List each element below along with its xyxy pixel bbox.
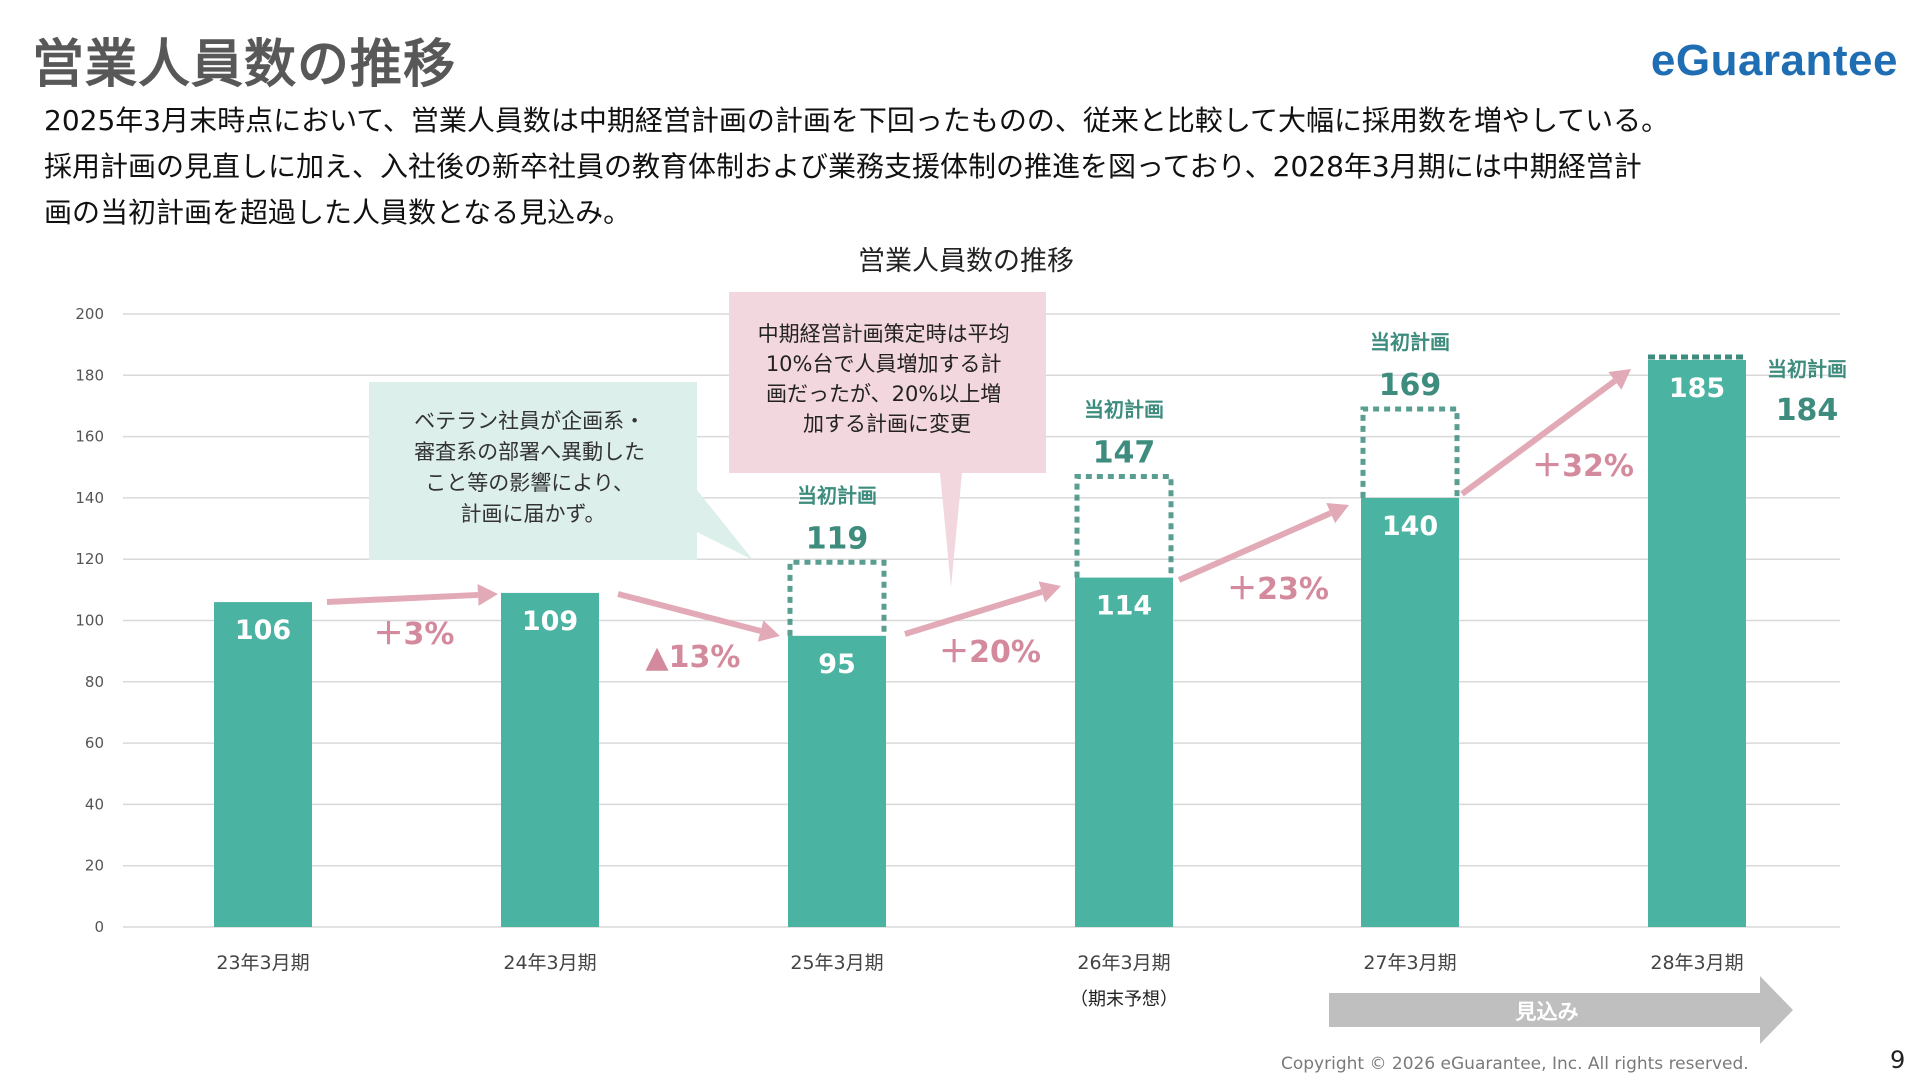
plan-value: 169: [1379, 368, 1442, 403]
plan-value: 119: [806, 521, 869, 556]
callout-line: 画だったが、20%以上増: [766, 382, 1001, 406]
callout-line: ベテラン社員が企画系・: [414, 409, 645, 433]
page-title: 営業人員数の推移: [32, 35, 457, 95]
forecast-arrow: 見込み: [1329, 976, 1793, 1044]
x-tick-note: （期末予想）: [1070, 989, 1178, 1010]
bar: [1361, 497, 1459, 927]
callout-line: 10%台で人員増加する計: [766, 352, 1002, 376]
y-tick-label: 60: [85, 734, 104, 752]
y-tick-label: 100: [75, 612, 104, 630]
y-tick-label: 140: [75, 489, 104, 507]
growth-arrow-head: [1038, 581, 1061, 603]
y-tick-label: 200: [75, 305, 104, 323]
bar-value-label: 114: [1096, 591, 1152, 622]
y-tick-label: 160: [75, 428, 104, 446]
y-tick-label: 120: [75, 550, 104, 568]
callout-line: 中期経営計画策定時は平均: [758, 322, 1010, 346]
callout-line: 審査系の部署へ異動した: [414, 440, 645, 464]
bar: [788, 635, 886, 927]
growth-arrow: [1460, 378, 1617, 497]
bar-value-label: 109: [522, 606, 578, 637]
plan-value: 184: [1776, 393, 1839, 428]
plan-outline: [787, 559, 887, 636]
growth-arrow: [326, 591, 479, 605]
growth-arrow: [1177, 510, 1332, 583]
growth-label: ＋20%: [939, 635, 1041, 670]
growth-label: ＋3%: [374, 617, 455, 652]
growth-arrow-head: [757, 620, 780, 642]
bar: [1648, 359, 1746, 928]
plan-outline: [1074, 473, 1174, 578]
callout-line: 加する計画に変更: [803, 412, 971, 436]
y-tick-label: 40: [85, 795, 104, 813]
callout-pink: 中期経営計画策定時は平均 10%台で人員増加する計 画だったが、20%以上増 加…: [729, 292, 1046, 587]
description-line: 画の当初計画を超過した人員数となる見込み。: [44, 196, 632, 229]
description-line: 2025年3月末時点において、営業人員数は中期経営計画の計画を下回ったものの、従…: [44, 104, 1670, 137]
company-logo: eGuarantee: [1650, 36, 1898, 85]
bar-value-label: 95: [818, 649, 856, 680]
x-tick-label: 24年3月期: [503, 952, 596, 974]
y-tick-label: 180: [75, 366, 104, 384]
bar-value-label: 140: [1382, 511, 1438, 542]
growth-label: ＋32%: [1532, 449, 1634, 484]
bar: [1075, 577, 1173, 927]
plan-label: 当初計画: [797, 483, 877, 507]
description-line: 採用計画の見直しに加え、入社後の新卒社員の教育体制および業務支援体制の推進を図っ…: [44, 150, 1642, 183]
forecast-label: 見込み: [1516, 1000, 1579, 1024]
svg-text:ベテラン社員が企画系・ 審査系の部署へ異動した: ベテラン社員が企画系・ 審査系の部署へ異動した こと等の影響により、 計画に届か…: [414, 409, 652, 526]
x-tick-label: 26年3月期: [1077, 952, 1170, 974]
plan-outline: [1360, 406, 1460, 498]
bar: [501, 592, 599, 927]
growth-arrow-head: [1326, 503, 1349, 524]
growth-arrow: [617, 591, 762, 634]
growth-arrow-head: [477, 583, 498, 606]
bar-value-label: 185: [1669, 373, 1725, 404]
svg-text:中期経営計画策定時は平均 10%台で人員増加する: 中期経営計画策定時は平均 10%台で人員増加する計 画だったが、20%以上増 加…: [758, 322, 1017, 436]
plan-label: 当初計画: [1370, 330, 1450, 354]
x-tick-label: 28年3月期: [1650, 952, 1743, 974]
callout-line: こと等の影響により、: [425, 471, 634, 495]
page-number: 9: [1890, 1046, 1906, 1074]
description: 2025年3月末時点において、営業人員数は中期経営計画の計画を下回ったものの、従…: [44, 98, 1904, 236]
callout-line: 計画に届かず。: [461, 502, 606, 526]
growth-label: ＋23%: [1227, 572, 1329, 607]
y-tick-label: 0: [94, 918, 104, 936]
bar-value-label: 106: [235, 615, 291, 646]
y-tick-label: 80: [85, 673, 104, 691]
bar: [214, 602, 312, 927]
plan-value: 147: [1093, 435, 1156, 470]
x-tick-label: 25年3月期: [790, 952, 883, 974]
growth-arrow: [904, 589, 1043, 637]
callout-teal: ベテラン社員が企画系・ 審査系の部署へ異動した こと等の影響により、 計画に届か…: [369, 382, 753, 560]
plan-label: 当初計画: [1767, 357, 1847, 381]
x-tick-label: 23年3月期: [216, 952, 309, 974]
chart-title: 営業人員数の推移: [858, 246, 1074, 277]
y-tick-label: 20: [85, 857, 104, 875]
plan-label: 当初計画: [1084, 397, 1164, 421]
growth-arrow-head: [1608, 369, 1631, 390]
x-tick-label: 27年3月期: [1363, 952, 1456, 974]
growth-label: ▲13%: [646, 640, 741, 675]
copyright: Copyright © 2026 eGuarantee, Inc. All ri…: [1281, 1054, 1749, 1074]
